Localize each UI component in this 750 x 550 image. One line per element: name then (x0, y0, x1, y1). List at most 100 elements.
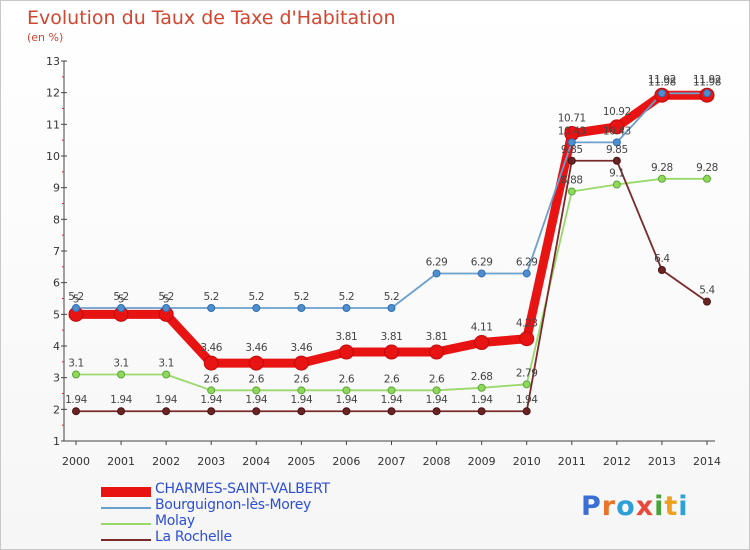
logo-letter: r (601, 491, 617, 522)
data-point (657, 89, 666, 98)
x-tick-label: 2003 (197, 455, 225, 468)
data-label: 5 (118, 293, 124, 305)
data-label: 1.94 (381, 394, 403, 406)
y-tick-label: 8 (53, 213, 60, 226)
data-label: 10.43 (603, 125, 631, 137)
data-label: 2.6 (429, 373, 445, 385)
data-label: 2.6 (249, 373, 265, 385)
data-point (657, 174, 666, 183)
data-point (432, 269, 441, 278)
data-label: 3.81 (336, 331, 358, 343)
legend-swatch-bourguignon (101, 507, 151, 509)
data-point (384, 344, 399, 360)
data-point (117, 370, 126, 379)
logo-letter: P (581, 491, 602, 522)
legend-swatch-la-rochelle (101, 539, 151, 541)
y-tick-label: 3 (53, 372, 60, 385)
data-label: 8.88 (561, 174, 583, 186)
data-label: 2.6 (384, 373, 400, 385)
data-point (477, 407, 486, 416)
data-label: 9.28 (696, 162, 718, 174)
chart-subtitle: (en %) (27, 31, 64, 44)
data-point (342, 386, 351, 395)
data-label: 3.1 (68, 358, 84, 370)
legend-swatch-molay (101, 523, 151, 525)
data-label: 4.23 (516, 318, 538, 330)
data-label: 11.92 (693, 74, 721, 86)
logo-letter: o (616, 491, 636, 522)
data-label: 3.46 (245, 342, 267, 354)
data-label: 2.79 (516, 367, 538, 379)
data-label: 5 (163, 293, 169, 305)
data-label: 9.28 (651, 162, 673, 174)
x-tick-label: 2012 (603, 455, 631, 468)
data-label: 6.4 (654, 253, 670, 265)
x-tick-label: 2014 (693, 455, 721, 468)
data-label: 1.94 (471, 394, 493, 406)
data-label: 2.6 (294, 373, 310, 385)
data-point (703, 174, 711, 183)
data-label: 5.2 (384, 291, 400, 303)
data-label: 2.68 (471, 371, 493, 383)
data-label: 2.6 (339, 373, 355, 385)
data-label: 1.94 (110, 394, 132, 406)
data-label: 10.43 (558, 125, 586, 137)
data-point (338, 344, 354, 360)
data-label: 1.94 (426, 394, 448, 406)
data-point (342, 407, 351, 416)
data-label: 11.98 (693, 76, 721, 88)
data-point (387, 386, 396, 395)
data-point (612, 180, 621, 189)
data-label: 1.94 (155, 394, 177, 406)
legend-label-la-rochelle: La Rochelle (155, 529, 232, 545)
x-tick-label: 2001 (107, 455, 135, 468)
x-tick-label: 2010 (513, 455, 541, 468)
data-point (522, 407, 531, 416)
data-point (657, 266, 666, 274)
x-tick-label: 2000 (62, 455, 90, 468)
data-point (519, 331, 535, 347)
y-tick-label: 5 (53, 308, 60, 321)
data-label: 5.4 (699, 285, 715, 297)
data-label: 4.11 (471, 322, 493, 334)
data-point (207, 304, 216, 312)
y-tick-label: 10 (46, 150, 60, 163)
data-point (432, 407, 441, 416)
data-point (297, 386, 306, 395)
data-label: 6.29 (426, 256, 448, 268)
data-point (387, 304, 396, 312)
data-point (72, 407, 80, 416)
data-label: 11.98 (648, 76, 676, 88)
data-label: 1.94 (200, 394, 222, 406)
data-point (474, 335, 490, 351)
data-label: 2.6 (203, 373, 219, 385)
x-tick-label: 2006 (332, 455, 360, 468)
data-point (477, 269, 486, 278)
legend-label-bourguignon: Bourguignon-lès-Morey (155, 497, 311, 513)
y-tick-label: 7 (53, 245, 60, 258)
legend-label-molay: Molay (155, 513, 195, 529)
y-tick-label: 1 (53, 435, 60, 448)
data-point (207, 407, 216, 416)
data-point (252, 304, 261, 312)
data-point (72, 304, 80, 312)
x-tick-label: 2002 (152, 455, 180, 468)
data-point (297, 407, 306, 416)
data-label: 5.2 (294, 291, 310, 303)
legend-swatch-charmes (101, 487, 151, 497)
x-tick-label: 2008 (423, 455, 451, 468)
data-point (387, 407, 396, 416)
data-label: 1.94 (336, 394, 358, 406)
data-label: 6.29 (471, 256, 493, 268)
chart-title: Evolution du Taux de Taxe d'Habitation (27, 7, 396, 29)
data-point (162, 304, 171, 312)
data-label: 3.81 (381, 331, 403, 343)
data-point (703, 89, 711, 98)
data-point (117, 407, 126, 416)
data-label: 5.2 (158, 291, 174, 303)
data-point (252, 386, 261, 395)
data-point (522, 380, 531, 389)
y-tick-label: 12 (46, 87, 60, 100)
data-point (203, 355, 219, 371)
